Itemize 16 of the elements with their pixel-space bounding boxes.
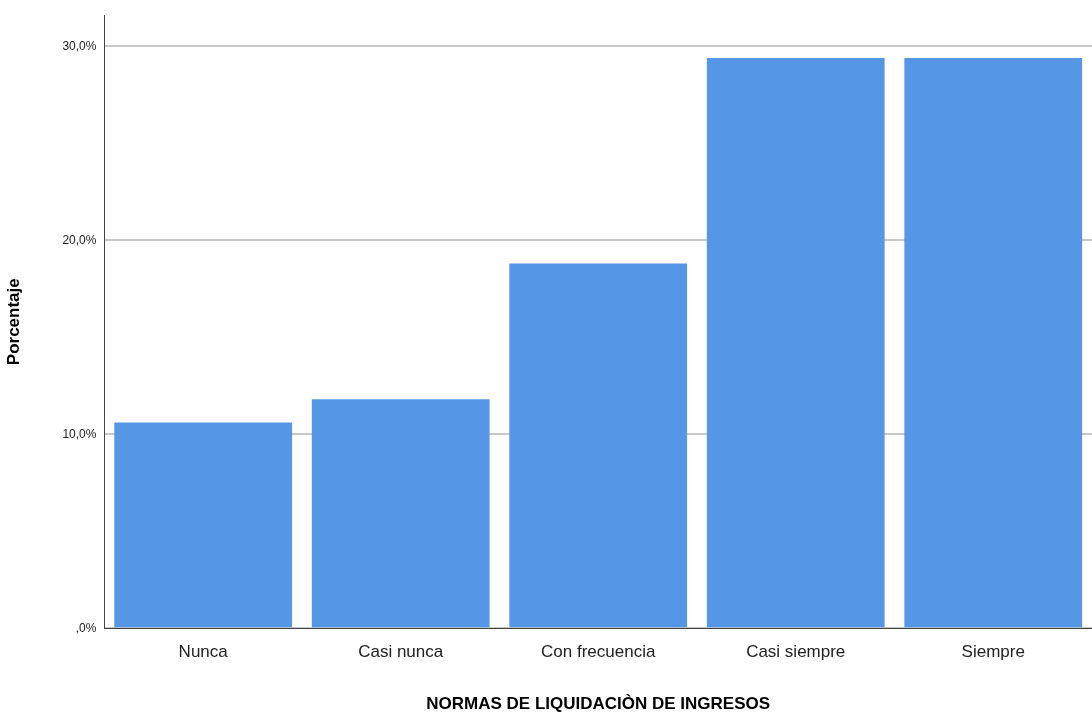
bar — [509, 263, 688, 628]
x-tick-label: Casi siempre — [746, 642, 846, 662]
y-tick-label: 30,0% — [62, 38, 97, 53]
x-axis-title: NORMAS DE LIQUIDACIÒN DE INGRESOS — [426, 694, 771, 714]
x-tick-label: Nunca — [178, 642, 229, 662]
bar — [706, 57, 885, 628]
bar — [114, 422, 293, 628]
bar — [311, 399, 490, 628]
x-tick-label: Siempre — [961, 642, 1025, 662]
y-axis-title: Porcentaje — [3, 278, 23, 366]
bar — [904, 57, 1083, 628]
x-tick-label: Con frecuencia — [541, 642, 656, 662]
x-tick-label: Casi nunca — [358, 642, 444, 662]
y-tick-label: 10,0% — [62, 426, 97, 441]
y-tick-label: 20,0% — [62, 232, 97, 247]
y-tick-label: ,0% — [75, 620, 97, 635]
